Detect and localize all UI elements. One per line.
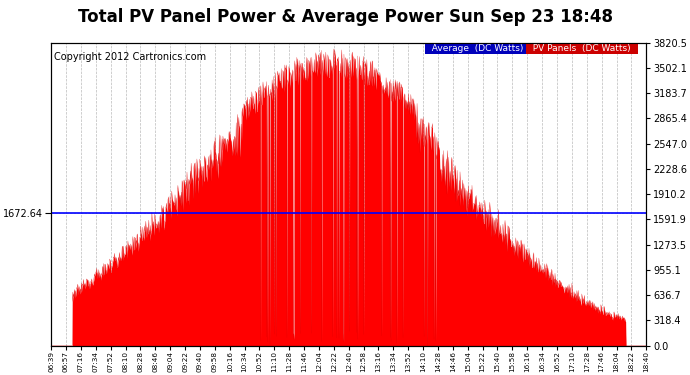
Text: Average  (DC Watts): Average (DC Watts) bbox=[426, 44, 529, 53]
Text: Copyright 2012 Cartronics.com: Copyright 2012 Cartronics.com bbox=[54, 52, 206, 62]
Text: PV Panels  (DC Watts): PV Panels (DC Watts) bbox=[527, 44, 637, 53]
Text: Total PV Panel Power & Average Power Sun Sep 23 18:48: Total PV Panel Power & Average Power Sun… bbox=[77, 8, 613, 26]
